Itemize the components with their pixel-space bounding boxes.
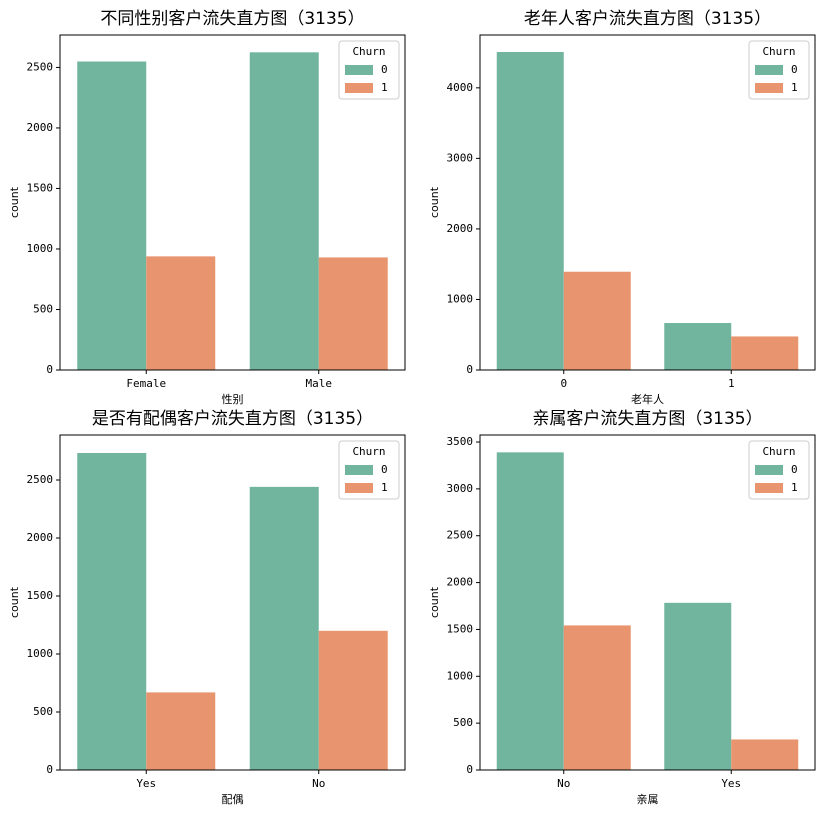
- legend-swatch: [345, 83, 373, 93]
- y-axis-label: count: [8, 186, 21, 218]
- y-tick-label: 0: [466, 763, 473, 776]
- y-tick-label: 2000: [27, 531, 54, 544]
- bar: [731, 739, 799, 770]
- y-tick-label: 1000: [27, 647, 54, 660]
- y-tick-label: 4000: [447, 81, 474, 94]
- x-tick-label: Female: [126, 377, 166, 390]
- bar: [664, 602, 732, 770]
- legend-label: 0: [381, 463, 388, 476]
- bar: [249, 52, 319, 370]
- y-tick-label: 1500: [447, 622, 474, 635]
- bar: [318, 630, 388, 770]
- bar: [496, 452, 564, 770]
- legend-swatch: [345, 483, 373, 493]
- legend: Churn 0 1: [748, 40, 810, 100]
- y-tick-label: 2500: [447, 529, 474, 542]
- y-tick-label: 1500: [27, 589, 54, 602]
- x-tick-label: Male: [306, 377, 333, 390]
- bar: [318, 257, 388, 370]
- x-tick-label: No: [312, 777, 325, 790]
- y-tick-label: 3000: [447, 151, 474, 164]
- legend-label: 0: [791, 63, 798, 76]
- y-tick-label: 2500: [27, 60, 54, 73]
- y-tick-label: 1500: [27, 181, 54, 194]
- y-tick-label: 0: [466, 363, 473, 376]
- legend-label: 1: [791, 81, 798, 94]
- bar: [563, 625, 631, 770]
- bar: [146, 256, 216, 370]
- axes-frame: [479, 434, 816, 771]
- legend-title: Churn: [352, 445, 385, 458]
- chart-title: 是否有配偶客户流失直方图（3135）: [92, 409, 373, 429]
- chart-title: 亲属客户流失直方图（3135）: [532, 409, 762, 429]
- y-tick-label: 2000: [27, 121, 54, 134]
- y-tick-label: 1000: [447, 669, 474, 682]
- y-tick-label: 500: [33, 302, 53, 315]
- y-axis-label: count: [428, 186, 441, 218]
- x-axis-label: 配偶: [222, 793, 244, 806]
- legend-swatch: [755, 65, 783, 75]
- legend-title: Churn: [352, 45, 385, 58]
- y-tick-label: 0: [46, 363, 53, 376]
- axes-frame: [59, 34, 406, 371]
- legend-label: 1: [381, 81, 388, 94]
- y-tick-label: 2000: [447, 576, 474, 589]
- legend-swatch: [755, 83, 783, 93]
- legend-label: 0: [791, 463, 798, 476]
- legend-swatch: [345, 465, 373, 475]
- y-tick-label: 0: [46, 763, 53, 776]
- legend: Churn 0 1: [338, 40, 400, 100]
- chart-title: 不同性别客户流失直方图（3135）: [100, 9, 364, 29]
- legend-label: 1: [791, 481, 798, 494]
- bar: [563, 271, 631, 370]
- x-axis-label: 亲属: [637, 792, 659, 806]
- bar: [496, 52, 564, 370]
- bar: [77, 61, 147, 370]
- axes-frame: [59, 434, 406, 771]
- y-axis-label: count: [428, 586, 441, 618]
- y-tick-label: 500: [33, 705, 53, 718]
- x-tick-label: No: [557, 777, 570, 790]
- subplot: 老年人客户流失直方图（3135） 0 1000 2000 3000 4000 0 1 老年人 co…: [428, 9, 816, 406]
- x-axis-label: 性别: [222, 392, 244, 406]
- legend-swatch: [755, 465, 783, 475]
- subplot: 是否有配偶客户流失直方图（3135） 0 500 1000 1500 2000 2500 Ye…: [8, 409, 406, 806]
- y-tick-label: 1000: [447, 292, 474, 305]
- bar: [77, 452, 147, 770]
- legend-title: Churn: [762, 445, 795, 458]
- y-tick-label: 3500: [447, 435, 474, 448]
- x-tick-label: Yes: [721, 777, 741, 790]
- x-tick-label: Yes: [136, 777, 156, 790]
- legend-title: Churn: [762, 45, 795, 58]
- y-tick-label: 2500: [27, 473, 54, 486]
- y-tick-label: 3000: [447, 482, 474, 495]
- y-tick-label: 1000: [27, 242, 54, 255]
- y-tick-label: 2000: [447, 222, 474, 235]
- x-axis-label: 老年人: [631, 392, 664, 406]
- legend-swatch: [345, 65, 373, 75]
- x-tick-label: 0: [560, 377, 567, 390]
- x-tick-label: 1: [728, 377, 735, 390]
- legend-swatch: [755, 483, 783, 493]
- legend-label: 1: [381, 481, 388, 494]
- y-tick-label: 500: [453, 716, 473, 729]
- bar: [146, 692, 216, 770]
- subplot: 不同性别客户流失直方图（3135） 0 500 1000 1500 2000 2500 Fem…: [8, 9, 406, 406]
- bar: [664, 323, 732, 370]
- legend-label: 0: [381, 63, 388, 76]
- bar: [731, 336, 799, 370]
- axes-frame: [479, 34, 816, 371]
- y-axis-label: count: [8, 586, 21, 618]
- legend: Churn 0 1: [338, 440, 400, 500]
- bar: [249, 486, 319, 770]
- subplot: 亲属客户流失直方图（3135） 0 500 1000 1500 2000 2500 3000 3…: [428, 409, 816, 806]
- chart-title: 老年人客户流失直方图（3135）: [524, 9, 771, 29]
- legend: Churn 0 1: [748, 440, 810, 500]
